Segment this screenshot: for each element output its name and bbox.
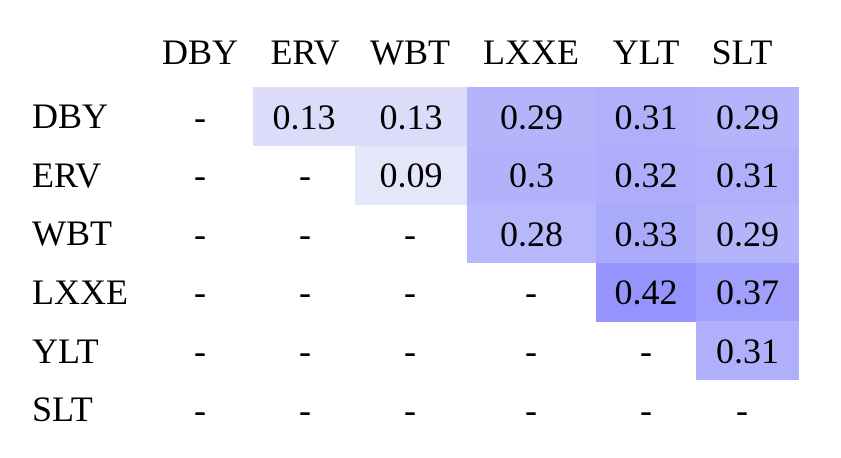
empty-cell-erv-erv: -	[299, 155, 311, 196]
empty-cell-ylt-wbt: -	[404, 330, 416, 371]
empty-cell-ylt-erv: -	[299, 330, 311, 371]
heatmap-cell-dby-ylt: 0.31	[596, 87, 696, 147]
row-label-dby: DBY	[32, 96, 109, 137]
row-label-wbt: WBT	[32, 213, 112, 254]
empty-cell-lxxe-lxxe: -	[525, 272, 537, 313]
row-label-lxxe: LXXE	[32, 272, 128, 313]
heatmap-cell-wbt-slt: 0.29	[696, 204, 799, 264]
heatmap-cell-wbt-lxxe: 0.28	[467, 204, 596, 264]
empty-cell-ylt-lxxe: -	[525, 330, 537, 371]
empty-cell-slt-erv: -	[299, 389, 311, 430]
empty-cell-slt-slt: -	[736, 389, 748, 430]
heatmap-cell-lxxe-ylt: 0.42	[596, 262, 696, 322]
column-header-wbt: WBT	[370, 32, 450, 72]
heatmap-cell-erv-lxxe: 0.3	[467, 145, 596, 205]
empty-cell-erv-dby: -	[194, 155, 206, 196]
empty-cell-slt-ylt: -	[640, 389, 652, 430]
heatmap-cell-dby-erv: 0.13	[253, 87, 355, 147]
empty-cell-dby-dby: -	[194, 96, 206, 137]
row-label-ylt: YLT	[32, 330, 99, 371]
heatmap-cell-lxxe-slt: 0.37	[696, 262, 799, 322]
empty-cell-slt-wbt: -	[404, 389, 416, 430]
row-label-slt: SLT	[32, 389, 93, 430]
empty-cell-ylt-dby: -	[194, 330, 206, 371]
heatmap-cell-erv-wbt: 0.09	[355, 145, 467, 205]
empty-cell-slt-dby: -	[194, 389, 206, 430]
empty-cell-ylt-ylt: -	[640, 330, 652, 371]
empty-cell-wbt-erv: -	[299, 213, 311, 254]
empty-cell-lxxe-wbt: -	[404, 272, 416, 313]
column-header-dby: DBY	[161, 32, 238, 72]
column-header-lxxe: LXXE	[483, 32, 579, 72]
empty-cell-lxxe-dby: -	[194, 272, 206, 313]
heatmap-cell-erv-slt: 0.31	[696, 145, 799, 205]
empty-cell-slt-lxxe: -	[525, 389, 537, 430]
row-label-erv: ERV	[32, 154, 102, 195]
empty-cell-wbt-wbt: -	[404, 213, 416, 254]
heatmap-cell-ylt-slt: 0.31	[696, 321, 799, 381]
empty-cell-lxxe-erv: -	[299, 272, 311, 313]
heatmap-cell-erv-ylt: 0.32	[596, 145, 696, 205]
heatmap-cell-dby-lxxe: 0.29	[467, 87, 596, 147]
column-header-slt: SLT	[711, 32, 773, 72]
heatmap-cell-wbt-ylt: 0.33	[596, 204, 696, 264]
heatmap-cell-dby-wbt: 0.13	[355, 87, 467, 147]
column-header-erv: ERV	[270, 32, 340, 72]
column-header-ylt: YLT	[612, 32, 680, 72]
heatmap-cell-dby-slt: 0.29	[696, 87, 799, 147]
empty-cell-wbt-dby: -	[194, 213, 206, 254]
